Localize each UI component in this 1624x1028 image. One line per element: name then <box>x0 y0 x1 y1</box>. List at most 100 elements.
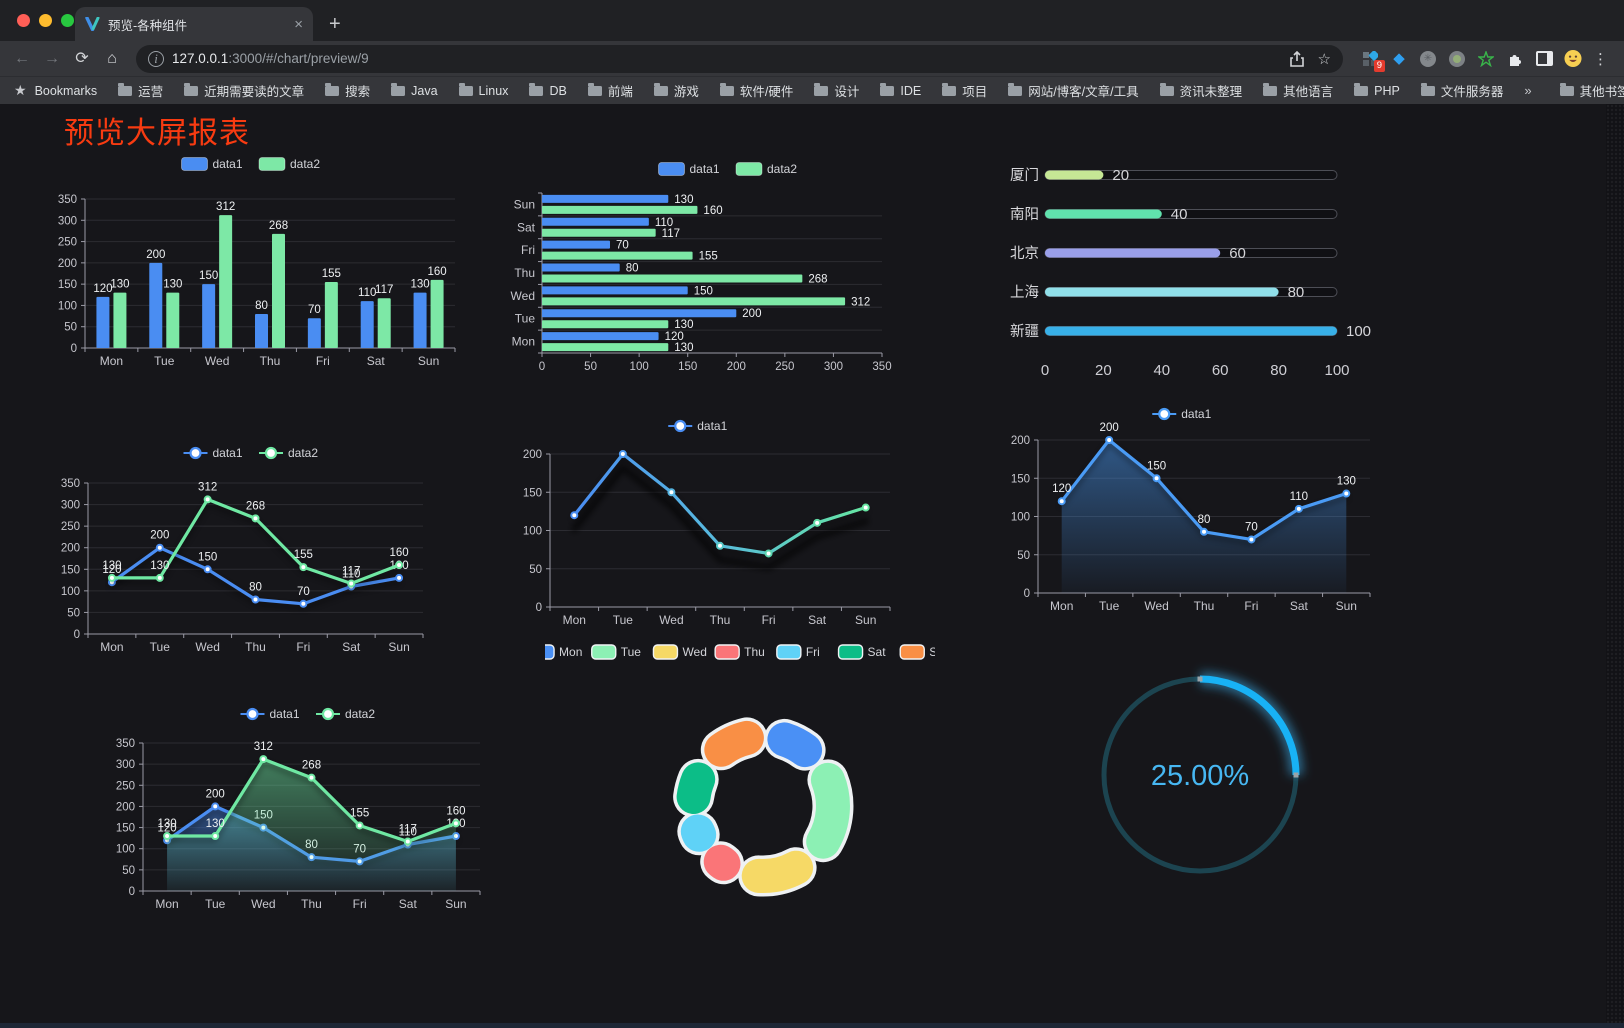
gradient-line-chart[interactable]: data1 0 50 100 150 200 Mon Tue Wed Thu Fri Sat Sun <box>505 401 895 641</box>
browser-tab[interactable]: 预览-各种组件 × <box>75 7 313 41</box>
svg-text:160: 160 <box>427 266 446 278</box>
line-area-chart-two[interactable]: data1 data2 0 50 100 150 200 250 300 350 Mon Tue Wed… <box>100 679 520 929</box>
svg-text:Thu: Thu <box>301 897 322 911</box>
side-panel-icon[interactable] <box>1535 50 1553 68</box>
svg-text:200: 200 <box>523 449 542 461</box>
svg-text:80: 80 <box>249 581 262 593</box>
svg-text:70: 70 <box>297 586 310 598</box>
home-button[interactable]: ⌂ <box>107 49 117 67</box>
bookmark-folder[interactable]: 资讯未整理 <box>1159 81 1242 100</box>
svg-text:100: 100 <box>116 844 135 856</box>
folder-icon <box>458 82 473 96</box>
bookmark-folder[interactable]: 运营 <box>118 81 163 100</box>
svg-text:Mon: Mon <box>1050 599 1073 613</box>
svg-text:新疆: 新疆 <box>1010 323 1039 340</box>
svg-text:Tue: Tue <box>1099 599 1120 613</box>
bookmark-folder[interactable]: 网站/博客/文章/工具 <box>1008 81 1139 100</box>
svg-text:Sat: Sat <box>399 897 418 911</box>
window-controls <box>17 14 74 27</box>
bookmark-folder[interactable]: 近期需要读的文章 <box>184 81 304 100</box>
profile-avatar[interactable] <box>1564 49 1582 68</box>
vue-devtools-icon[interactable]: ◆ <box>1393 50 1405 67</box>
line-chart-two-series[interactable]: data1 data2 0 50 100 150 200 250 300 350 Mon Tue Wed… <box>38 426 468 671</box>
url-text[interactable]: 127.0.0.1:3000/#/chart/preview/9 <box>172 51 369 66</box>
bookmark-star-icon[interactable]: ☆ <box>1317 50 1331 68</box>
share-icon[interactable] <box>1289 50 1304 67</box>
svg-text:Thu: Thu <box>245 640 266 654</box>
extension-grid-icon[interactable]: 9 <box>1361 50 1385 72</box>
vertical-bar-chart[interactable]: data1 data2 0 50 100 150 200 250 300 350 Mon Tue Wed… <box>38 149 468 379</box>
svg-text:80: 80 <box>1198 514 1211 526</box>
maximize-window-button[interactable] <box>61 14 74 27</box>
svg-text:110: 110 <box>358 287 376 299</box>
svg-text:117: 117 <box>399 824 417 836</box>
svg-text:150: 150 <box>61 564 80 576</box>
bookmark-folder[interactable]: 游戏 <box>653 81 699 100</box>
svg-text:厦门: 厦门 <box>1010 167 1039 184</box>
svg-text:268: 268 <box>302 760 321 772</box>
svg-text:200: 200 <box>61 543 80 555</box>
svg-text:80: 80 <box>626 263 639 275</box>
svg-text:南阳: 南阳 <box>1010 206 1039 223</box>
svg-text:250: 250 <box>116 780 135 792</box>
donut-chart[interactable]: Mon Tue Wed Thu Fri Sat Sun <box>529 639 951 924</box>
folder-icon <box>719 82 734 96</box>
reload-button[interactable]: ⟳ <box>75 49 89 67</box>
svg-text:50: 50 <box>64 322 77 334</box>
svg-text:40: 40 <box>1171 206 1188 223</box>
svg-text:110: 110 <box>399 826 417 838</box>
bookmark-folder[interactable]: PHP <box>1354 82 1400 98</box>
bookmark-folder[interactable]: DB <box>529 82 567 98</box>
extensions-puzzle-icon[interactable] <box>1506 50 1524 68</box>
svg-text:300: 300 <box>116 759 135 771</box>
svg-text:上海: 上海 <box>1010 284 1039 301</box>
folder-icon <box>1263 82 1278 96</box>
browser-toolbar: ← → ⟳ ⌂ i 127.0.0.1:3000/#/chart/preview… <box>0 41 1624 76</box>
other-bookmarks-folder[interactable]: 其他书签 <box>1559 81 1624 100</box>
bookmark-folder[interactable]: 前端 <box>587 81 633 100</box>
bookmarks-label[interactable]: Bookmarks <box>34 83 98 98</box>
svg-text:120: 120 <box>93 283 112 295</box>
svg-text:Wed: Wed <box>511 289 535 303</box>
svg-text:200: 200 <box>1011 435 1030 447</box>
svg-text:350: 350 <box>872 361 891 373</box>
close-window-button[interactable] <box>17 14 30 27</box>
bookmark-folder[interactable]: 搜索 <box>325 81 370 100</box>
svg-text:130: 130 <box>1337 476 1356 488</box>
area-chart-single[interactable]: data1 0 50 100 150 200 Mon Tue Wed Thu Fri Sat Sun 12… <box>978 389 1390 629</box>
svg-text:150: 150 <box>58 279 77 291</box>
new-tab-button[interactable]: + <box>329 13 341 35</box>
svg-text:160: 160 <box>446 805 465 817</box>
extension-circle-icon[interactable]: ✳ <box>1419 50 1437 68</box>
folder-icon <box>1354 82 1369 96</box>
site-info-icon[interactable]: i <box>148 50 164 67</box>
minimize-window-button[interactable] <box>39 14 52 27</box>
tab-close-icon[interactable]: × <box>294 15 303 33</box>
progress-bar-chart[interactable]: 厦门 20 南阳 40 北京 60 上海 80 新疆 100 0 20 40 60 80 100 <box>995 161 1390 391</box>
horizontal-bar-chart[interactable]: data1 data2 0 50 100 150 200 250 300 350 Sun 130 160… <box>505 151 895 381</box>
extension-dot-icon[interactable] <box>1448 50 1466 68</box>
svg-text:Sun: Sun <box>1336 599 1357 613</box>
bookmark-folder[interactable]: 文件服务器 <box>1420 81 1503 100</box>
bookmark-folder[interactable]: 软件/硬件 <box>719 81 793 100</box>
address-bar[interactable]: i 127.0.0.1:3000/#/chart/preview/9 ☆ <box>136 44 1343 73</box>
svg-text:Thu: Thu <box>744 645 765 659</box>
bookmark-folder[interactable]: Linux <box>458 82 508 98</box>
evernote-star-icon[interactable] <box>1477 50 1495 68</box>
svg-text:Mon: Mon <box>100 354 123 368</box>
bookmarks-overflow-chevron[interactable]: » <box>1524 83 1532 98</box>
bookmark-folder[interactable]: 项目 <box>942 81 987 100</box>
svg-text:Wed: Wed <box>682 645 706 659</box>
svg-text:70: 70 <box>308 304 321 316</box>
bookmark-folder[interactable]: IDE <box>880 82 921 98</box>
svg-text:0: 0 <box>1024 588 1030 600</box>
gauge-chart[interactable]: 25.00% <box>1085 660 1315 890</box>
browser-menu-icon[interactable]: ⋮ <box>1593 50 1608 68</box>
bookmark-folder[interactable]: 设计 <box>814 81 859 100</box>
bookmark-folder[interactable]: Java <box>391 82 438 98</box>
svg-text:150: 150 <box>199 270 218 282</box>
back-button[interactable]: ← <box>14 49 30 67</box>
forward-button[interactable]: → <box>44 49 60 67</box>
svg-text:Sat: Sat <box>342 640 361 654</box>
bookmark-folder[interactable]: 其他语言 <box>1263 81 1333 100</box>
